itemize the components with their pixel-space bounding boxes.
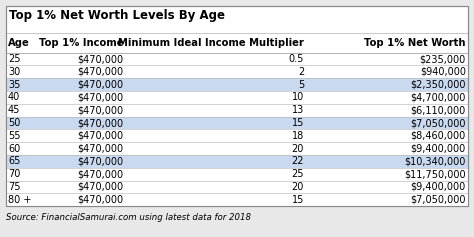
Text: $9,400,000: $9,400,000 <box>410 144 466 154</box>
Bar <box>6 78 468 91</box>
Text: Minimum Ideal Income Multiplier: Minimum Ideal Income Multiplier <box>118 38 304 48</box>
Text: 75: 75 <box>8 182 20 192</box>
Text: Age: Age <box>8 38 30 48</box>
Text: $940,000: $940,000 <box>420 67 466 77</box>
Text: 30: 30 <box>8 67 20 77</box>
Bar <box>6 6 468 206</box>
Text: $470,000: $470,000 <box>77 118 124 128</box>
Text: Top 1% Income: Top 1% Income <box>39 38 124 48</box>
Text: 20: 20 <box>292 144 304 154</box>
Text: $10,340,000: $10,340,000 <box>405 156 466 166</box>
Text: $7,050,000: $7,050,000 <box>410 195 466 205</box>
Text: Top 1% Net Worth: Top 1% Net Worth <box>365 38 466 48</box>
Text: 40: 40 <box>8 92 20 102</box>
Text: $470,000: $470,000 <box>77 182 124 192</box>
Bar <box>6 6 468 206</box>
Text: $470,000: $470,000 <box>77 92 124 102</box>
Text: 25: 25 <box>292 169 304 179</box>
Bar <box>6 181 468 193</box>
Text: 60: 60 <box>8 144 20 154</box>
Text: $470,000: $470,000 <box>77 80 124 90</box>
Text: 2: 2 <box>298 67 304 77</box>
Text: $11,750,000: $11,750,000 <box>404 169 466 179</box>
Bar <box>6 129 468 142</box>
Text: $470,000: $470,000 <box>77 144 124 154</box>
Bar <box>6 104 468 117</box>
Bar <box>6 155 468 168</box>
Text: $4,700,000: $4,700,000 <box>410 92 466 102</box>
Text: $470,000: $470,000 <box>77 156 124 166</box>
Text: 45: 45 <box>8 105 20 115</box>
Text: Top 1% Net Worth Levels By Age: Top 1% Net Worth Levels By Age <box>9 9 226 22</box>
Bar <box>6 91 468 104</box>
Text: 5: 5 <box>298 80 304 90</box>
Text: $470,000: $470,000 <box>77 169 124 179</box>
Text: $470,000: $470,000 <box>77 67 124 77</box>
Bar <box>6 117 468 129</box>
Text: $470,000: $470,000 <box>77 105 124 115</box>
Bar <box>6 142 468 155</box>
Text: $470,000: $470,000 <box>77 195 124 205</box>
Text: $470,000: $470,000 <box>77 131 124 141</box>
Text: $235,000: $235,000 <box>419 54 466 64</box>
Bar <box>6 193 468 206</box>
Text: 13: 13 <box>292 105 304 115</box>
Text: 55: 55 <box>8 131 20 141</box>
Bar <box>6 65 468 78</box>
Text: $2,350,000: $2,350,000 <box>410 80 466 90</box>
Bar <box>6 168 468 181</box>
Text: $7,050,000: $7,050,000 <box>410 118 466 128</box>
Text: $8,460,000: $8,460,000 <box>410 131 466 141</box>
Text: 22: 22 <box>292 156 304 166</box>
Text: 70: 70 <box>8 169 20 179</box>
Text: 25: 25 <box>8 54 20 64</box>
Text: 10: 10 <box>292 92 304 102</box>
Bar <box>6 53 468 65</box>
Text: $9,400,000: $9,400,000 <box>410 182 466 192</box>
Text: 15: 15 <box>292 195 304 205</box>
Text: 20: 20 <box>292 182 304 192</box>
Text: Source: FinancialSamurai.com using latest data for 2018: Source: FinancialSamurai.com using lates… <box>6 213 251 222</box>
Text: 18: 18 <box>292 131 304 141</box>
Text: $470,000: $470,000 <box>77 54 124 64</box>
Text: 35: 35 <box>8 80 20 90</box>
Text: 50: 50 <box>8 118 20 128</box>
Text: 15: 15 <box>292 118 304 128</box>
Text: 80 +: 80 + <box>8 195 31 205</box>
Text: $6,110,000: $6,110,000 <box>410 105 466 115</box>
Text: 0.5: 0.5 <box>289 54 304 64</box>
Text: 65: 65 <box>8 156 20 166</box>
